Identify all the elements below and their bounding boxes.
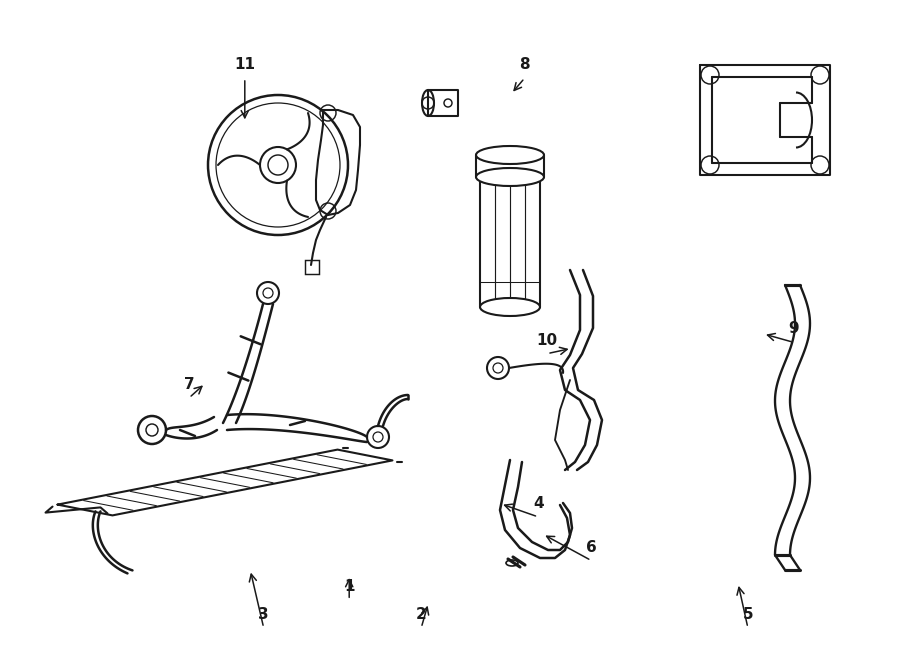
Text: 3: 3 <box>258 607 269 622</box>
Text: 8: 8 <box>519 57 530 72</box>
Text: 4: 4 <box>533 496 544 511</box>
Text: 10: 10 <box>536 332 558 348</box>
Text: 1: 1 <box>344 579 355 594</box>
Ellipse shape <box>506 560 518 566</box>
Ellipse shape <box>476 146 544 164</box>
Text: 11: 11 <box>234 57 256 72</box>
Text: 9: 9 <box>788 321 799 336</box>
Ellipse shape <box>476 168 544 186</box>
Text: 6: 6 <box>586 539 597 555</box>
Bar <box>305 260 319 274</box>
Text: 2: 2 <box>416 607 427 622</box>
Text: 7: 7 <box>184 377 194 392</box>
Ellipse shape <box>480 298 540 316</box>
Text: 5: 5 <box>742 607 753 622</box>
